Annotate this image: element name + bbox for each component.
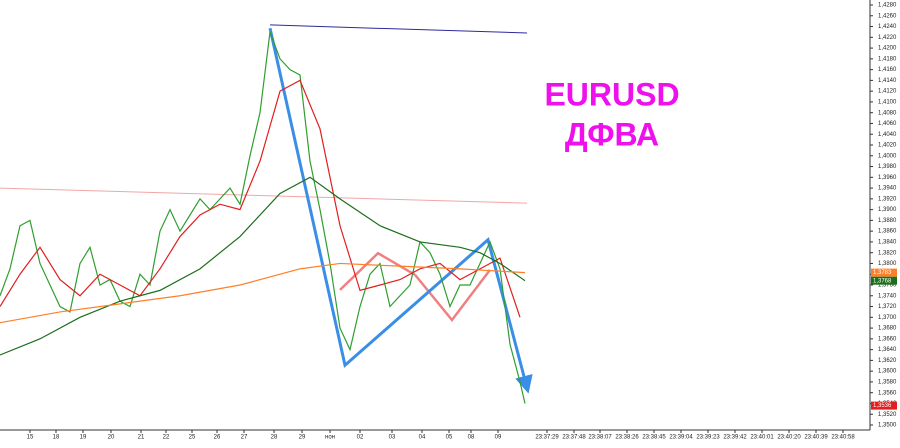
y-tick-label: 1,3760 [878,283,897,289]
x-tick-label: 09 [495,435,502,441]
y-tick-label: 1,3840 [878,240,897,246]
y-tick-label: 1,4060 [878,121,897,127]
price-label-box [871,401,897,410]
y-tick-label: 1,4260 [878,13,897,19]
x-tick-label: 02 [357,435,364,441]
y-tick-label: 1,3500 [878,423,897,429]
price-label-box [871,276,897,285]
y-tick-label: 1,3740 [878,293,897,299]
price-line [0,31,526,404]
trend-line [269,24,528,34]
y-tick-label: 1,3620 [878,358,897,364]
y-tick-label: 1,4020 [878,143,897,149]
y-tick-label: 1,3800 [878,261,897,267]
price-line [0,262,526,324]
x-tick-label: 26 [214,435,221,441]
x-tick-label: 15 [27,435,34,441]
y-tick-label: 1,3920 [878,196,897,202]
x-tick-label: 25 [189,435,196,441]
x-tick-label: 18 [53,435,60,441]
y-tick-label: 1,4140 [878,78,897,84]
y-tick-label: 1,4220 [878,35,897,41]
y-tick-label: 1,4180 [878,56,897,62]
x-tick-label: 23:38:07 [588,435,612,441]
x-tick-label: 23:38:45 [642,435,666,441]
x-tick-label: 29 [299,435,306,441]
y-tick-label: 1,3520 [878,412,897,418]
x-tick-label: 08 [468,435,475,441]
y-tick-label: 1,3600 [878,369,897,375]
y-tick-label: 1,3660 [878,336,897,342]
x-tick-label: 28 [271,435,278,441]
y-tick-label: 1,3680 [878,326,897,332]
x-tick-label: 23:39:04 [669,435,693,441]
price-label: 1,3536 [873,403,892,409]
price-label-box [871,268,897,277]
y-tick-label: 1,4040 [878,132,897,138]
x-tick-label: 23:40:58 [831,435,855,441]
y-tick-label: 1,3820 [878,250,897,256]
x-tick-label: 04 [419,435,426,441]
trend-line [414,269,491,323]
x-tick-label: 20 [108,435,115,441]
y-tick-label: 1,3700 [878,315,897,321]
trend-line [268,27,533,394]
x-tick-label: 23:39:42 [723,435,747,441]
y-tick-label: 1,3900 [878,207,897,213]
x-tick-label: 23:40:01 [750,435,774,441]
x-tick-label: 03 [389,435,396,441]
y-tick-label: 1,3960 [878,175,897,181]
y-tick-label: 1,3860 [878,229,897,235]
price-line [0,176,526,356]
x-tick-label: 21 [138,435,145,441]
y-tick-label: 1,4080 [878,110,897,116]
y-tick-label: 1,4120 [878,89,897,95]
y-tick-label: 1,3640 [878,347,897,353]
y-tick-label: 1,4160 [878,67,897,73]
y-tick-label: 1,3720 [878,304,897,310]
x-tick-label: нон [325,435,335,441]
y-tick-label: 1,3560 [878,390,897,396]
x-tick-label: 22 [163,435,170,441]
x-tick-label: 27 [241,435,248,441]
y-tick-label: 1,4200 [878,46,897,52]
chart-subtitle: ДФВА [565,116,659,152]
y-tick-label: 1,4100 [878,100,897,106]
y-tick-label: 1,3580 [878,380,897,386]
price-label: 1,3783 [873,270,892,276]
x-tick-label: 23:37:29 [535,435,559,441]
trend-line [0,187,528,204]
y-tick-label: 1,3940 [878,186,897,192]
x-tick-label: 23:38:26 [615,435,639,441]
x-tick-label: 23:40:20 [777,435,801,441]
y-tick-label: 1,4280 [878,3,897,9]
y-tick-label: 1,3980 [878,164,897,170]
y-tick-label: 1,3880 [878,218,897,224]
price-line [0,79,521,318]
x-tick-label: 05 [446,435,453,441]
x-tick-label: 23:37:48 [562,435,586,441]
trend-line [339,251,416,291]
x-tick-label: 23:40:39 [804,435,828,441]
x-tick-label: 19 [80,435,87,441]
chart-title: EURUSD [544,76,679,112]
price-label: 1,3768 [873,278,892,284]
x-tick-label: 23:39:23 [696,435,720,441]
y-tick-label: 1,4240 [878,24,897,30]
y-tick-label: 1,4000 [878,153,897,159]
